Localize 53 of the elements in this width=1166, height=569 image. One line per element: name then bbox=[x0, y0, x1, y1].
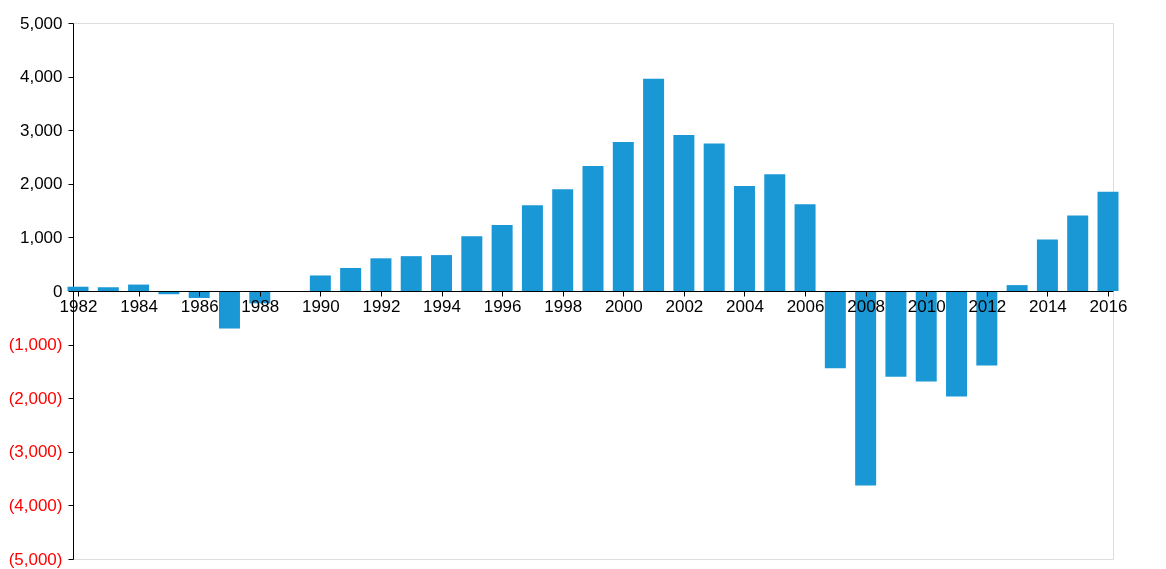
bar bbox=[370, 258, 392, 291]
bar bbox=[733, 185, 755, 291]
bar bbox=[643, 78, 665, 291]
y-tick-label: 4,000 bbox=[19, 67, 63, 87]
bar bbox=[885, 291, 907, 377]
x-tick-label: 2002 bbox=[665, 296, 704, 316]
x-tick-label: 2006 bbox=[786, 296, 825, 316]
x-tick-label: 1992 bbox=[362, 296, 401, 316]
bar bbox=[703, 143, 725, 291]
x-tick-label: 1990 bbox=[301, 296, 340, 316]
y-tick-label: (4,000) bbox=[8, 495, 63, 515]
bar bbox=[67, 286, 89, 291]
x-tick-label: 2014 bbox=[1029, 296, 1067, 316]
x-tick-label: 1988 bbox=[241, 296, 280, 316]
bar bbox=[824, 291, 846, 369]
bar bbox=[764, 174, 786, 291]
bar bbox=[128, 284, 150, 291]
bar bbox=[612, 141, 634, 291]
bar bbox=[794, 204, 816, 291]
y-tick-label: (2,000) bbox=[8, 388, 63, 408]
y-tick-label: (3,000) bbox=[8, 442, 63, 462]
y-tick-label: (1,000) bbox=[8, 335, 63, 355]
bar bbox=[340, 267, 362, 291]
bar bbox=[552, 189, 574, 291]
x-tick-label: 1996 bbox=[483, 296, 522, 316]
bar bbox=[1067, 215, 1089, 291]
bar bbox=[431, 255, 453, 291]
bar bbox=[309, 275, 331, 291]
bar bbox=[1036, 239, 1058, 291]
x-tick-label: 1994 bbox=[423, 296, 461, 316]
bar bbox=[218, 291, 240, 329]
bar bbox=[400, 256, 422, 291]
x-tick-label: 1986 bbox=[180, 296, 219, 316]
bar bbox=[1006, 285, 1028, 291]
bar bbox=[97, 287, 119, 291]
bar bbox=[673, 135, 695, 291]
x-tick-label: 1984 bbox=[120, 296, 158, 316]
x-tick-label: 2004 bbox=[726, 296, 764, 316]
y-tick-label: 2,000 bbox=[19, 174, 63, 194]
y-tick-label: 3,000 bbox=[19, 120, 63, 140]
bar bbox=[461, 236, 483, 291]
x-tick-label: 2000 bbox=[604, 296, 643, 316]
x-tick-label: 2016 bbox=[1089, 296, 1128, 316]
bar bbox=[521, 205, 543, 291]
y-tick-label: 0 bbox=[53, 281, 63, 301]
y-tick-label: (5,000) bbox=[8, 549, 63, 569]
bar bbox=[491, 225, 513, 291]
y-tick-label: 1,000 bbox=[19, 227, 63, 247]
x-tick-label: 1998 bbox=[544, 296, 583, 316]
y-tick-label: 5,000 bbox=[19, 13, 63, 33]
bar bbox=[1097, 191, 1119, 291]
bar bbox=[582, 166, 604, 291]
bar bbox=[946, 291, 968, 397]
